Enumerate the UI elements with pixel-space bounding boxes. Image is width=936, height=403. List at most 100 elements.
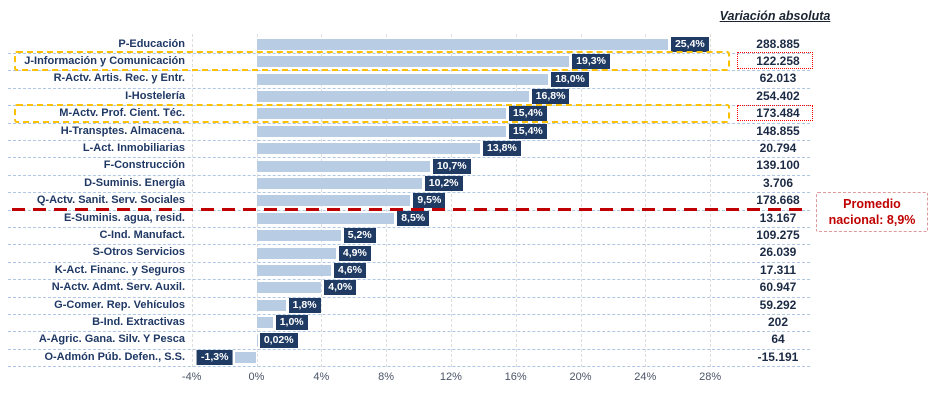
row-separator [8, 157, 810, 159]
absolute-value: 62.013 [759, 71, 797, 86]
absolute-value: 13.167 [759, 210, 797, 225]
x-gridline [710, 34, 712, 367]
x-axis-tick-label: -4% [181, 371, 202, 383]
bar-value-label: 25,4% [670, 36, 709, 52]
bar-value-label: 13,8% [483, 141, 521, 157]
x-axis-tick-label: 20% [569, 371, 592, 383]
category-label: O-Admón Púb. Defen., S.S. [44, 350, 185, 363]
bar [256, 125, 506, 137]
bar-value-label: 19,3% [572, 54, 610, 70]
absolute-value: 254.402 [756, 88, 800, 103]
x-axis-tick-label: 8% [378, 371, 395, 383]
absolute-value: 148.855 [756, 123, 800, 138]
value-highlight-box [737, 52, 813, 69]
bar [256, 195, 411, 207]
bar-value-label: 0,02% [259, 332, 298, 348]
right-column-title: Variación absoluta [719, 9, 831, 23]
row-separator [8, 174, 810, 176]
bar-value-label: 15,4% [508, 123, 547, 139]
bar [256, 56, 570, 68]
row-separator [8, 261, 810, 263]
bar [256, 282, 322, 294]
absolute-value: 17.311 [759, 262, 797, 277]
x-gridline [645, 34, 647, 367]
row-separator [8, 313, 810, 315]
value-highlight-box [737, 104, 813, 121]
annotation-line2: nacional: 8,9% [828, 213, 916, 227]
category-label: F-Construcción [103, 159, 185, 172]
category-label: C-Ind. Manufact. [99, 228, 185, 241]
category-label: J-Información y Comunicación [24, 54, 185, 67]
absolute-value: 20.794 [759, 140, 797, 155]
row-separator [8, 226, 810, 228]
row-separator [8, 279, 810, 281]
row-separator [8, 244, 810, 246]
absolute-value: 173.484 [756, 106, 800, 121]
bar-value-label: 18,0% [551, 71, 589, 87]
absolute-value: 139.100 [756, 158, 800, 173]
bar-value-label: 10,2% [424, 175, 463, 191]
bar [256, 299, 286, 311]
bar [256, 108, 506, 120]
bar [256, 177, 422, 189]
bar [256, 73, 549, 85]
bar [256, 317, 273, 329]
bar-value-label: 1,8% [288, 297, 321, 313]
x-axis-tick-label: 28% [699, 371, 722, 383]
category-label: M-Actv. Prof. Cient. Téc. [59, 107, 185, 120]
row-highlight-box [14, 103, 730, 123]
bar-value-label: 16,8% [531, 88, 570, 104]
x-axis-tick-label: 24% [634, 371, 657, 383]
x-axis-tick-label: 12% [439, 371, 462, 383]
absolute-value: 60.947 [759, 280, 797, 295]
category-label: A-Agric. Gana. Silv. Y Pesca [38, 333, 185, 346]
category-label: S-Otros Servicios [92, 246, 185, 259]
absolute-value: 3.706 [762, 175, 794, 190]
category-label: P-Educación [118, 37, 185, 50]
national-average-line [12, 207, 808, 211]
bar [256, 247, 336, 259]
bar [256, 160, 430, 172]
absolute-value: 288.885 [756, 36, 800, 51]
absolute-value: 122.258 [756, 53, 800, 68]
bar-value-label: 15,4% [508, 106, 547, 122]
absolute-value: 109.275 [756, 227, 800, 242]
row-separator [8, 348, 810, 350]
bar [256, 230, 341, 242]
row-separator [8, 139, 810, 141]
row-separator [8, 296, 810, 298]
bar-value-label: 4,0% [324, 280, 357, 296]
bar-value-label: 1,0% [275, 315, 308, 331]
row-separator [8, 87, 810, 89]
category-label: Q-Actv. Sanit. Serv. Sociales [36, 194, 185, 207]
category-label: I-Hostelería [125, 89, 185, 102]
row-highlight-box [14, 51, 730, 71]
x-axis-tick-label: 16% [504, 371, 527, 383]
national-average-annotation: Promedio nacional: 8,9% [816, 192, 928, 232]
x-gridline [580, 34, 582, 367]
bar [256, 90, 529, 102]
category-label: L-Act. Inmobiliarias [82, 141, 185, 154]
bar-value-label: 4,6% [334, 262, 366, 278]
bar-value-label: 5,2% [343, 228, 376, 244]
bar-value-label: 9,5% [413, 193, 446, 209]
row-separator [8, 70, 810, 72]
category-label: K-Act. Financ. y Seguros [54, 263, 185, 276]
bar [235, 351, 257, 363]
bar-value-label: -1,3% [197, 349, 233, 365]
category-label: N-Actv. Admt. Serv. Auxil. [51, 281, 185, 294]
category-label: E-Suminis. agua, resid. [63, 211, 185, 224]
category-label: R-Actv. Artis. Rec. y Entr. [53, 72, 185, 85]
x-axis-tick-label: 0% [248, 371, 265, 383]
annotation-line1: Promedio [843, 196, 901, 211]
x-gridline [191, 34, 193, 367]
category-label: B-Ind. Extractivas [92, 315, 185, 328]
absolute-value: 26.039 [759, 245, 797, 260]
absolute-value: 178.668 [756, 193, 800, 208]
row-separator [8, 122, 810, 124]
row-separator [8, 192, 810, 194]
absolute-value: 202 [767, 314, 789, 329]
x-gridline [450, 34, 452, 367]
x-axis-tick-label: 4% [313, 371, 330, 383]
